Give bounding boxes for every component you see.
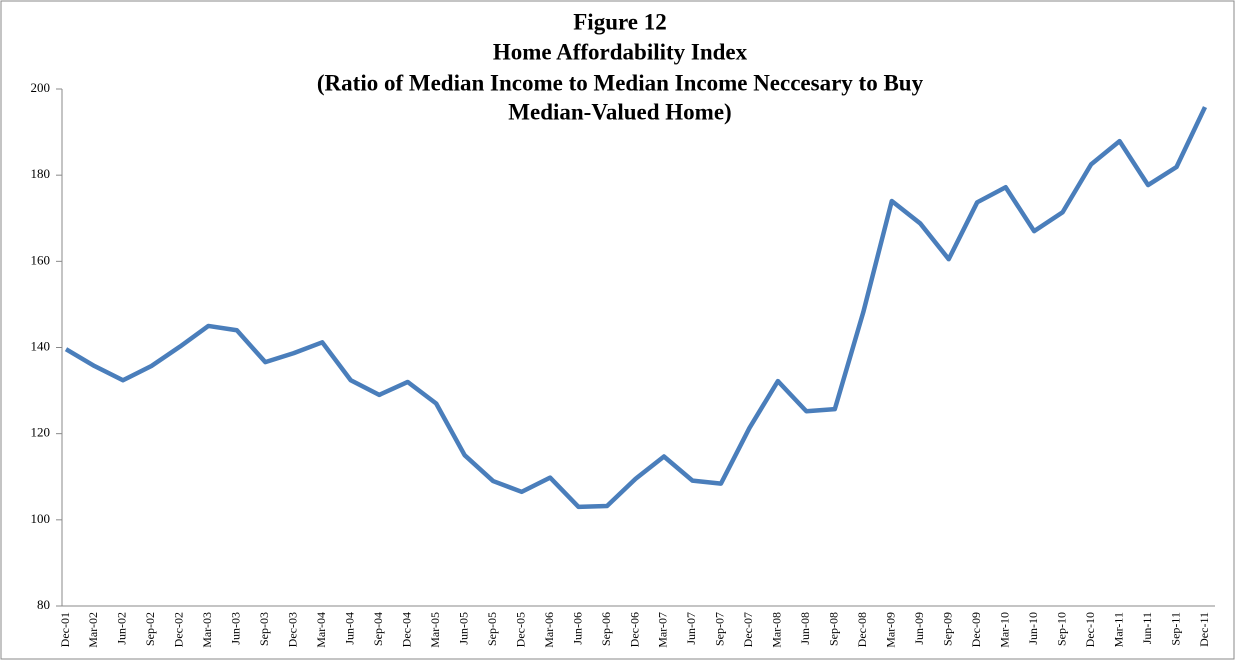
x-tick-label: Jun-11 — [1140, 612, 1154, 644]
x-tick-label: Mar-03 — [200, 612, 214, 648]
x-tick-label: Dec-08 — [855, 612, 869, 647]
y-tick-label: 140 — [31, 338, 51, 353]
x-tick-label: Mar-10 — [997, 612, 1011, 648]
x-tick-label: Dec-07 — [741, 612, 755, 647]
y-tick-label: 200 — [31, 80, 51, 95]
x-tick-label: Mar-07 — [656, 612, 670, 648]
x-tick-label: Sep-07 — [713, 612, 727, 646]
x-tick-label: Jun-10 — [1026, 612, 1040, 645]
x-tick-label: Mar-11 — [1111, 612, 1125, 647]
y-tick-label: 180 — [31, 166, 51, 181]
x-tick-label: Jun-08 — [798, 612, 812, 645]
chart-title: Home Affordability Index — [493, 39, 748, 64]
series-line — [64, 106, 1208, 510]
x-tick-label: Dec-10 — [1083, 612, 1097, 647]
x-tick-label: Dec-06 — [627, 612, 641, 647]
x-tick-label: Dec-03 — [286, 612, 300, 647]
x-tick-label: Sep-06 — [599, 612, 613, 646]
x-tick-label: Sep-03 — [257, 612, 271, 646]
x-tick-label: Mar-06 — [542, 612, 556, 648]
x-tick-label: Sep-09 — [940, 612, 954, 646]
x-tick-label: Dec-11 — [1197, 612, 1211, 647]
x-tick-label: Jun-05 — [456, 612, 470, 645]
x-tick-label: Mar-08 — [770, 612, 784, 648]
x-tick-label: Sep-10 — [1054, 612, 1068, 646]
y-tick-label: 100 — [31, 511, 51, 526]
x-tick-label: Dec-05 — [513, 612, 527, 647]
x-tick-label: Sep-11 — [1168, 612, 1182, 646]
x-tick-label: Dec-02 — [172, 612, 186, 647]
chart-title: (Ratio of Median Income to Median Income… — [317, 70, 924, 95]
x-tick-label: Jun-06 — [570, 612, 584, 645]
x-tick-label: Mar-04 — [314, 612, 328, 648]
chart-title: Figure 12 — [573, 9, 666, 34]
chart-title: Median-Valued Home) — [508, 99, 731, 124]
y-tick-label: 160 — [31, 252, 51, 267]
x-tick-label: Jun-04 — [343, 612, 357, 645]
x-tick-label: Dec-04 — [399, 612, 413, 647]
x-tick-label: Sep-02 — [143, 612, 157, 646]
x-tick-label: Mar-09 — [884, 612, 898, 648]
x-tick-label: Jun-07 — [684, 612, 698, 645]
x-tick-label: Sep-04 — [371, 612, 385, 646]
x-tick-label: Jun-03 — [229, 612, 243, 645]
y-tick-label: 80 — [37, 597, 50, 612]
x-tick-label: Sep-05 — [485, 612, 499, 646]
x-tick-label: Jun-02 — [115, 612, 129, 645]
x-tick-label: Mar-05 — [428, 612, 442, 648]
x-tick-label: Dec-01 — [58, 612, 72, 647]
x-tick-label: Dec-09 — [969, 612, 983, 647]
x-tick-label: Mar-02 — [86, 612, 100, 648]
x-tick-label: Jun-09 — [912, 612, 926, 645]
x-tick-label: Sep-08 — [827, 612, 841, 646]
y-tick-label: 120 — [31, 425, 51, 440]
